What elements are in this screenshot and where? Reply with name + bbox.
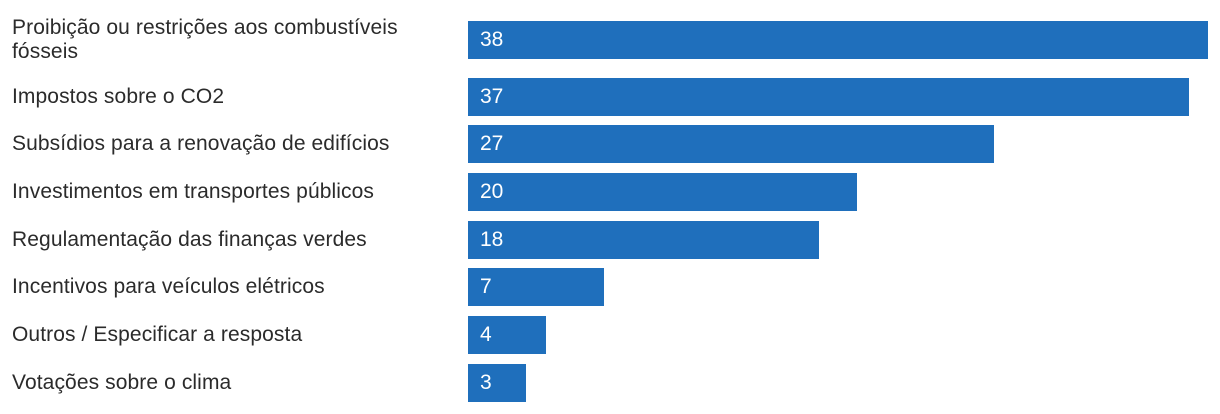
bar-row: Votações sobre o clima 3 bbox=[0, 364, 1220, 402]
category-label: Outros / Especificar a resposta bbox=[12, 323, 303, 346]
bar-value-label: 3 bbox=[480, 371, 492, 394]
category-label: Incentivos para veículos elétricos bbox=[12, 275, 325, 298]
bar-row: Regulamentação das finanças verdes 18 bbox=[0, 221, 1220, 259]
bar-value-label: 4 bbox=[480, 323, 492, 346]
bar: 37 bbox=[468, 78, 1189, 116]
bar-value-label: 18 bbox=[480, 228, 504, 251]
bar: 38 bbox=[468, 21, 1208, 59]
bar: 27 bbox=[468, 125, 994, 163]
bar: 3 bbox=[468, 364, 526, 402]
category-label: Regulamentação das finanças verdes bbox=[12, 228, 367, 251]
category-label: Votações sobre o clima bbox=[12, 371, 232, 394]
category-label: Impostos sobre o CO2 bbox=[12, 85, 225, 108]
bar-value-label: 20 bbox=[480, 180, 504, 203]
bar: 7 bbox=[468, 268, 604, 306]
bar-row: Investimentos em transportes públicos 20 bbox=[0, 173, 1220, 211]
bar-row: Proibição ou restrições aos combustíveis… bbox=[0, 16, 1220, 63]
bar-value-label: 37 bbox=[480, 85, 504, 108]
category-label: Proibição ou restrições aos combustíveis… bbox=[12, 16, 398, 63]
bar-value-label: 7 bbox=[480, 275, 492, 298]
category-label: Subsídios para a renovação de edifícios bbox=[12, 132, 390, 155]
bar-value-label: 38 bbox=[480, 28, 504, 51]
bar-row: Impostos sobre o CO2 37 bbox=[0, 78, 1220, 116]
bar: 18 bbox=[468, 221, 819, 259]
bar-value-label: 27 bbox=[480, 132, 504, 155]
bar-row: Subsídios para a renovação de edifícios 2… bbox=[0, 125, 1220, 163]
bar: 4 bbox=[468, 316, 546, 354]
bar: 20 bbox=[468, 173, 857, 211]
bar-row: Incentivos para veículos elétricos 7 bbox=[0, 268, 1220, 306]
category-label: Investimentos em transportes públicos bbox=[12, 180, 375, 203]
bar-row: Outros / Especificar a resposta 4 bbox=[0, 316, 1220, 354]
